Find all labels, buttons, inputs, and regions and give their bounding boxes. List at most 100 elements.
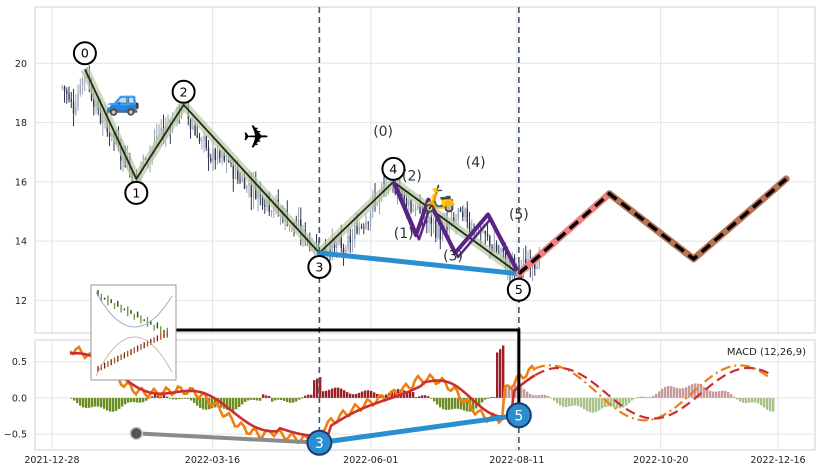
inset-frame: [90, 284, 177, 381]
macd-histogram-bar: [580, 397, 583, 408]
macd-histogram-bar: [613, 397, 616, 408]
macd-histogram-bar: [646, 397, 649, 398]
candle-body: [455, 220, 457, 223]
macd-histogram-bar: [70, 397, 73, 399]
macd-line-projected: [534, 364, 770, 422]
macd-legend: MACD (12,26,9): [727, 347, 806, 358]
candle-body: [205, 136, 207, 148]
macd-histogram-bar: [769, 397, 772, 412]
candle-body: [464, 208, 466, 218]
candle-body: [471, 228, 473, 232]
candle-body: [498, 251, 500, 253]
wave-zigzag: [84, 68, 520, 275]
macd-histogram-bar: [277, 397, 280, 400]
candle-body: [329, 250, 331, 252]
macd-histogram-bar: [733, 396, 736, 398]
macd-histogram-bar: [628, 397, 631, 404]
macd-histogram-bar: [667, 386, 670, 398]
macd-histogram-bar: [454, 397, 457, 409]
macd-histogram-bar: [715, 391, 718, 398]
macd-histogram-bar: [418, 396, 421, 398]
macd-histogram-bar: [262, 394, 265, 398]
macd-histogram-bar: [268, 395, 271, 398]
macd-histogram-bar: [148, 397, 151, 399]
macd-histogram-bar: [739, 397, 742, 402]
macd-histogram-bar: [697, 383, 700, 398]
wave-3-circle: [307, 254, 332, 279]
macd-histogram-bar: [421, 395, 424, 398]
wave-4-circle: [381, 156, 406, 181]
candle-body: [435, 219, 437, 238]
macd-histogram-bar: [106, 397, 109, 411]
wave-3-label: 3: [315, 259, 323, 274]
candle-body: [430, 217, 432, 224]
macd-histogram-bar: [718, 391, 721, 398]
macd-histogram-bar: [703, 386, 706, 398]
wave-2-label: 2: [180, 84, 188, 99]
macd-wave-5-label: 5: [514, 408, 523, 424]
macd-histogram-bar: [466, 397, 469, 412]
macd-histogram-bar: [595, 397, 598, 412]
candle-body: [369, 211, 372, 223]
candle-body: [502, 248, 504, 252]
macd-histogram-bar: [145, 397, 148, 401]
candle-body: [207, 147, 210, 159]
candle-body: [189, 118, 192, 129]
macd-histogram-bar: [202, 397, 205, 410]
candle-body: [457, 208, 459, 221]
candle-body: [468, 222, 471, 232]
macd-histogram-bar: [736, 397, 739, 400]
macd-histogram-bar: [79, 397, 82, 406]
macd-histogram-bar: [175, 397, 178, 400]
candle-body: [237, 166, 239, 180]
subwave-label: (2): [402, 168, 422, 184]
candle-body: [214, 149, 216, 160]
airplane-icon: ✈: [243, 118, 270, 156]
macd-wave-3-label: 3: [315, 436, 324, 452]
subwave-label: (1): [394, 226, 414, 242]
candle-body: [345, 249, 347, 254]
macd-histogram-bar: [664, 386, 667, 398]
macd-histogram-bar: [247, 397, 250, 401]
macd-histogram-bar: [556, 397, 559, 404]
candle-body: [93, 100, 95, 107]
macd-histogram-bar: [631, 397, 634, 401]
candle-body: [495, 243, 498, 252]
macd-histogram-bar: [652, 395, 655, 398]
macd-histogram-bar: [484, 397, 487, 400]
candle-body: [257, 190, 259, 199]
candle-body: [252, 179, 255, 197]
projection-dashed: [517, 177, 788, 276]
macd-histogram-bar: [559, 397, 562, 406]
macd-histogram-bar: [760, 397, 763, 406]
macd-histogram-bar: [574, 397, 577, 406]
macd-histogram-bar: [370, 391, 373, 398]
macd-histogram-bar: [502, 345, 505, 398]
macd-histogram-bar: [187, 397, 190, 399]
macd-histogram-bar: [727, 391, 730, 398]
candle-body: [536, 266, 538, 269]
subwave-label: (3): [443, 248, 463, 264]
wave-5-label: 5: [515, 282, 523, 297]
candle-body: [160, 127, 162, 135]
macd-histogram-bar: [520, 386, 523, 398]
macd-histogram-bar: [154, 394, 157, 398]
macd-histogram-bar: [199, 397, 202, 408]
macd-histogram-bar: [457, 397, 460, 409]
macd-histogram-bar: [241, 397, 244, 405]
macd-histogram-bar: [523, 389, 526, 398]
macd-histogram-bar: [472, 397, 475, 411]
macd-histogram-bar: [253, 397, 256, 401]
macd-histogram-bar: [505, 387, 508, 398]
macd-histogram-bar: [568, 397, 571, 407]
macd-histogram-bar: [415, 397, 418, 399]
macd-histogram-bar: [481, 397, 484, 403]
candle-body: [534, 260, 536, 269]
y-tick-label-price: 14: [15, 237, 27, 248]
candle-body: [248, 183, 250, 186]
macd-histogram-bar: [325, 390, 328, 398]
inset-thumbnail: [90, 284, 177, 381]
macd-histogram-bar: [358, 392, 361, 398]
macd-histogram-bar: [337, 387, 340, 398]
